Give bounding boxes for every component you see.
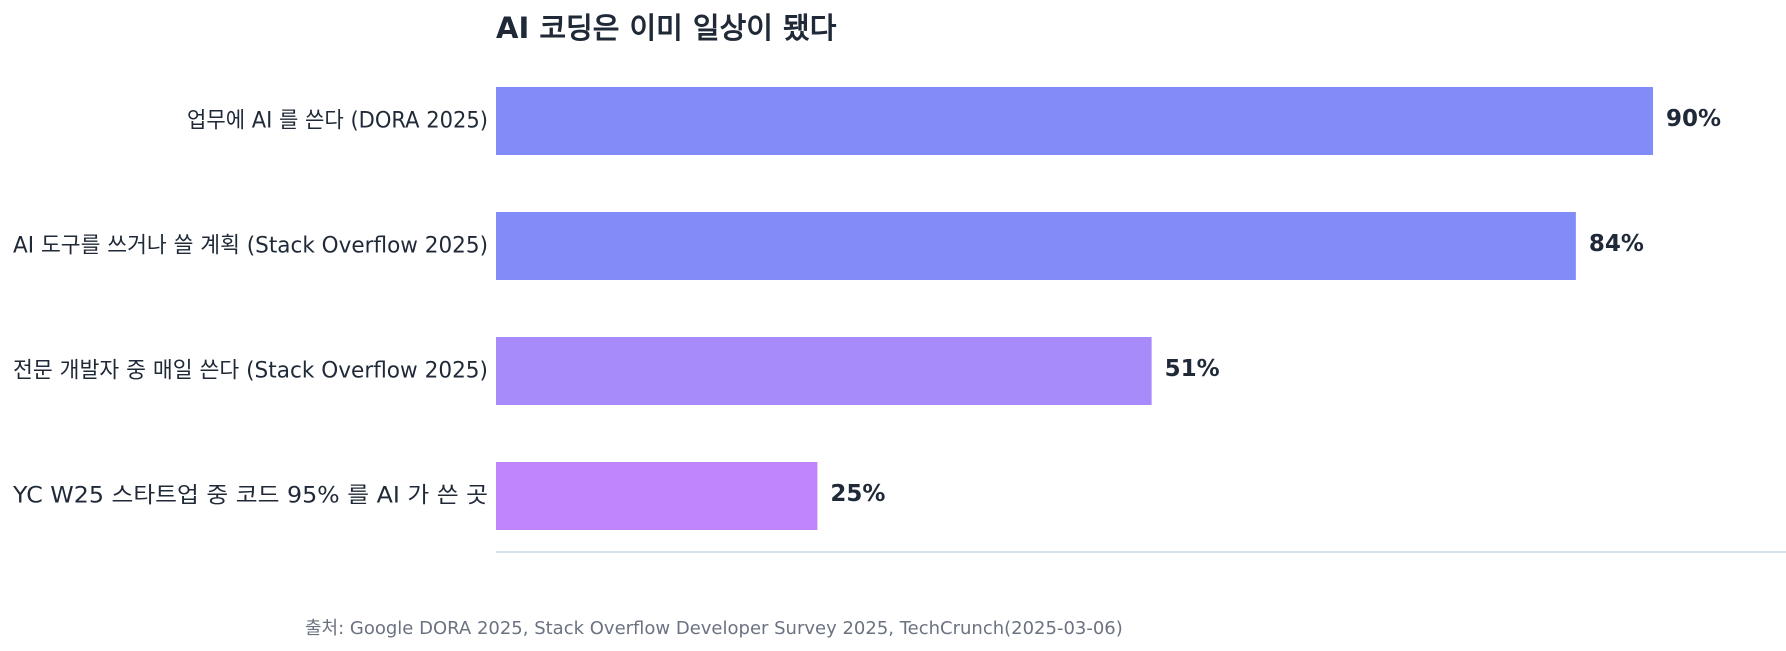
bar-2	[496, 212, 1576, 280]
bar-4	[496, 462, 818, 530]
bars-layer: 업무에 AI 를 쓴다 (DORA 2025) 90% AI 도구를 쓰거나 쓸 계…	[12, 87, 1721, 530]
value-label-2: 84%	[1589, 231, 1644, 257]
category-label-2: AI 도구를 쓰거나 쓸 계획 (Stack Overflow 2025)	[13, 234, 488, 259]
category-label-4: YC W25 스타트업 중 코드 95% 를 AI 가 쓴 곳	[12, 484, 488, 509]
bar-1	[496, 87, 1653, 155]
value-label-4: 25%	[830, 481, 885, 507]
bar-3	[496, 337, 1152, 405]
chart-title: AI 코딩은 이미 일상이 됐다	[496, 11, 837, 45]
category-label-3: 전문 개발자 중 매일 쓴다 (Stack Overflow 2025)	[13, 359, 488, 384]
source-note: 출처: Google DORA 2025, Stack Overflow Dev…	[305, 618, 1123, 639]
value-label-1: 90%	[1666, 106, 1721, 132]
category-label-1: 업무에 AI 를 쓴다 (DORA 2025)	[187, 109, 488, 134]
value-label-3: 51%	[1165, 356, 1220, 382]
